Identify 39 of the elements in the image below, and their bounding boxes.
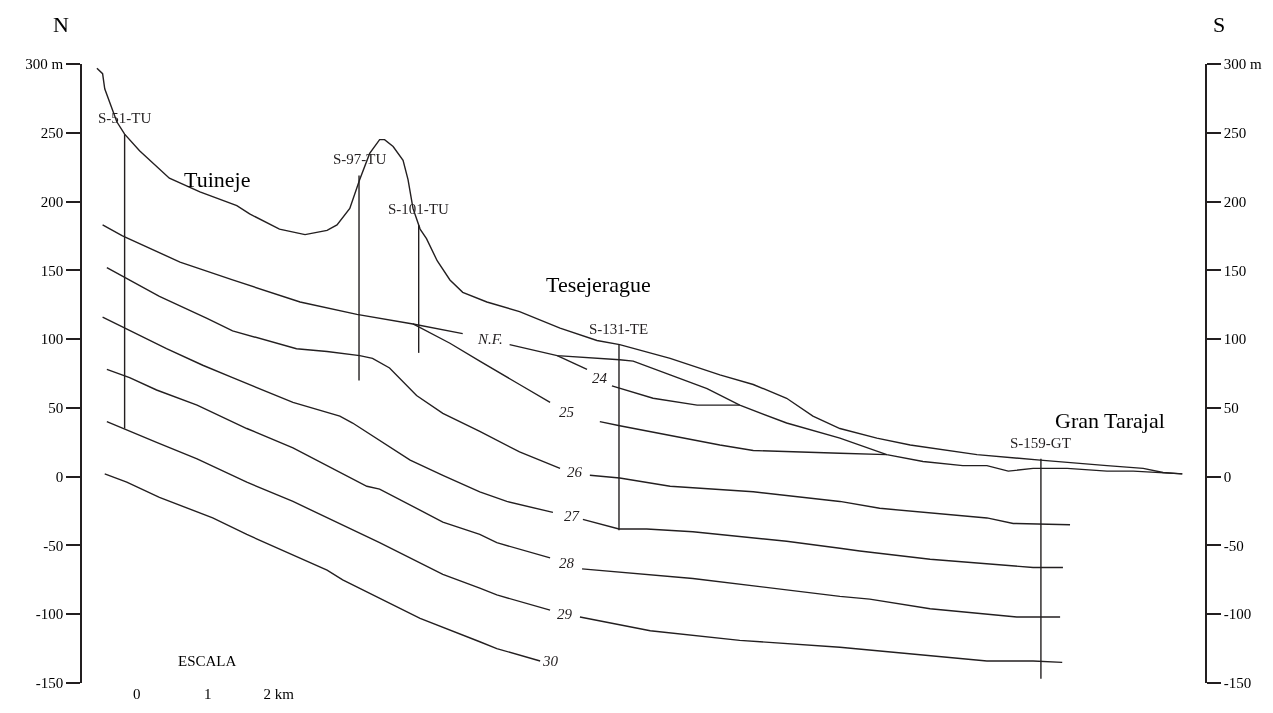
- x-tick-label: 0: [132, 686, 141, 702]
- annotation: Tesejerague: [546, 272, 651, 297]
- y2-tick-label: -100: [1223, 606, 1252, 623]
- y-tick-label: 0: [55, 468, 64, 485]
- annotation: Tuineje: [184, 167, 251, 192]
- text: N: [53, 12, 69, 37]
- series-label: N.F.: [477, 331, 503, 347]
- y-tick-label: -50: [43, 537, 64, 554]
- y-tick-label: -100: [35, 606, 64, 623]
- annotation: Gran Tarajal: [1055, 408, 1165, 433]
- y2-tick-label: 300 m: [1223, 56, 1262, 73]
- x-tick-label: 2 km: [263, 686, 295, 702]
- series-label: 25: [559, 404, 575, 420]
- y-tick-label: 100: [40, 331, 64, 348]
- series-label: 29: [557, 606, 573, 622]
- y2-tick-label: 50: [1223, 400, 1239, 417]
- y-tick-label: -150: [35, 675, 64, 692]
- y2-tick-label: 200: [1223, 193, 1247, 210]
- y2-tick-label: -150: [1223, 675, 1252, 692]
- y-tick-label: 200: [40, 193, 64, 210]
- series-label: 28: [559, 555, 575, 571]
- series-label: 24: [592, 370, 608, 386]
- series-label: S-159-GT: [1010, 435, 1071, 451]
- y2-tick-label: 150: [1223, 262, 1247, 279]
- text: S: [1213, 12, 1226, 37]
- y-tick-label: 250: [40, 125, 64, 142]
- y2-tick-label: 100: [1223, 331, 1247, 348]
- y2-tick-label: 250: [1223, 125, 1247, 142]
- x-axis-title: ESCALA: [178, 653, 237, 669]
- y2-tick-label: -50: [1223, 537, 1244, 554]
- series-label: 27: [564, 508, 581, 524]
- series-label: S-131-TE: [589, 321, 649, 337]
- y-tick-label: 300 m: [25, 56, 64, 73]
- y-tick-label: 150: [40, 262, 64, 279]
- series-label: 30: [542, 653, 559, 669]
- y-tick-label: 50: [48, 400, 64, 417]
- x-tick-label: 1: [203, 686, 212, 702]
- series-label: 26: [567, 464, 583, 480]
- y2-tick-label: 0: [1223, 468, 1232, 485]
